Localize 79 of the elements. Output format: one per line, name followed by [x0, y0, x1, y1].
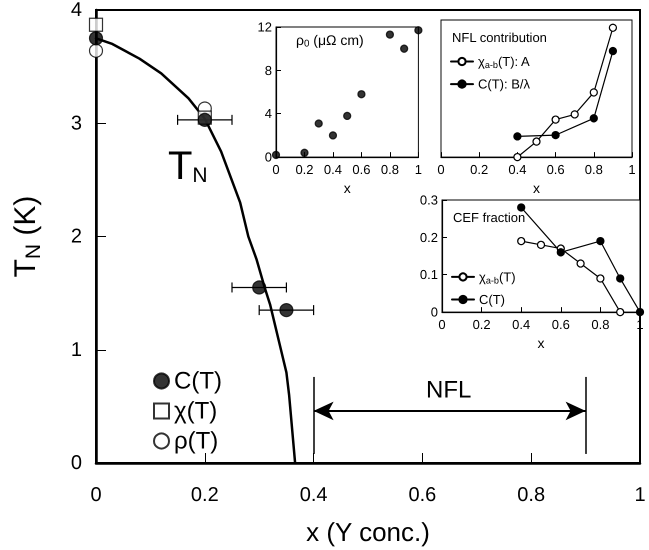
point: [517, 237, 526, 246]
x-axis-title: x: [538, 335, 544, 351]
point: [570, 110, 579, 119]
annotation: NFL: [426, 376, 472, 404]
x-axis-title: x: [344, 180, 351, 196]
point: [616, 274, 624, 283]
point: [279, 303, 294, 318]
x-tick-label: 0.4: [512, 317, 530, 332]
point: [616, 308, 624, 316]
y-tick-label: 8: [264, 62, 272, 78]
legend-label: ρ(T): [174, 428, 218, 454]
x-tick-label: 0.4: [508, 162, 526, 178]
point: [252, 280, 266, 295]
y-tick-label: 0: [264, 150, 272, 165]
point: [357, 90, 366, 98]
point: [608, 46, 617, 56]
y-tick-label: 1: [70, 338, 82, 361]
point: [88, 44, 104, 58]
x-tick-label: 0.6: [552, 317, 570, 332]
x-tick-label: 0.6: [352, 162, 370, 178]
legend-label: C(T): [479, 292, 505, 307]
x-tick-label: 1: [634, 484, 646, 506]
point: [576, 259, 585, 268]
x-axis-title: x (Y conc.): [306, 517, 430, 547]
y-tick-label: 4: [70, 0, 82, 21]
x-tick-label: 0.2: [295, 162, 314, 178]
point: [300, 148, 309, 157]
legend-label: χ(T): [174, 398, 218, 424]
point: [590, 88, 598, 97]
annotation: TN: [168, 144, 208, 188]
point: [328, 131, 338, 140]
y-tick-label: 0.2: [420, 230, 438, 245]
point: [88, 18, 104, 32]
x-tick-label: 1: [628, 162, 636, 178]
text: CEF fraction: [453, 210, 526, 225]
point: [596, 237, 604, 246]
y-tick-label: 3: [70, 112, 82, 134]
point: [414, 26, 422, 34]
x-tick-label: 0.4: [300, 484, 328, 506]
x-tick-label: 0.6: [408, 484, 436, 506]
y-tick-label: 0.1: [420, 267, 438, 282]
y-tick-label: 0.3: [420, 192, 438, 208]
legend-label: C(T): [174, 368, 222, 394]
y-tick-label: 12: [258, 20, 272, 34]
point: [88, 31, 104, 46]
x-tick-label: 0.8: [517, 484, 546, 506]
y-axis-title: TN (K): [8, 196, 45, 278]
legend-label: C(T): B/λ: [478, 76, 530, 92]
point: [532, 137, 541, 146]
point: [636, 308, 644, 316]
x-tick-label: 0: [90, 484, 102, 506]
x-tick-label: 0.2: [472, 317, 491, 332]
chart-title: NFL contribution: [452, 30, 547, 45]
y-tick-label: 2: [70, 226, 82, 248]
point: [386, 30, 394, 39]
x-tick-label: 0.8: [584, 162, 603, 178]
y-tick-label: 4: [264, 106, 272, 122]
y-tick-label: 0: [430, 304, 438, 320]
x-tick-label: 0.8: [591, 317, 610, 332]
point: [556, 248, 565, 256]
x-tick-label: 0.4: [324, 162, 342, 178]
point: [314, 119, 323, 128]
point: [608, 24, 617, 32]
point: [552, 115, 560, 124]
point: [517, 203, 526, 212]
x-tick-label: 0.6: [546, 162, 565, 178]
x-tick-label: 0.8: [380, 162, 399, 178]
point: [400, 44, 408, 53]
point: [343, 112, 352, 120]
point: [590, 114, 598, 122]
point: [513, 132, 522, 141]
x-tick-label: 0.2: [470, 162, 488, 178]
y-tick-label: 0: [70, 452, 82, 474]
x-axis-title: x: [533, 180, 540, 196]
x-tick-label: 0.2: [190, 484, 219, 506]
point: [272, 150, 280, 160]
point: [552, 131, 560, 140]
point: [536, 240, 546, 249]
point: [596, 274, 604, 283]
